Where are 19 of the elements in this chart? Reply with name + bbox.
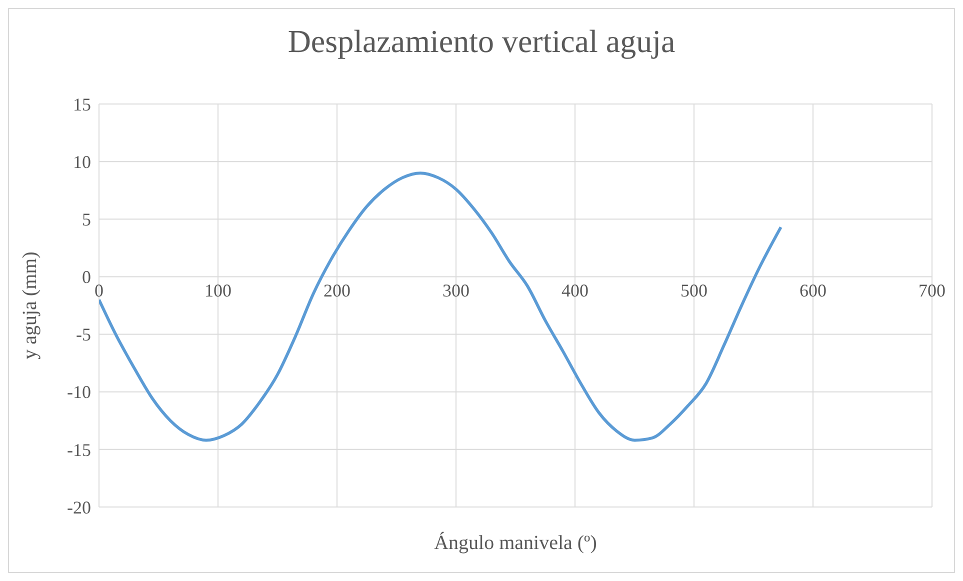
x-tick-label: 300: [442, 280, 470, 301]
y-tick-label: -20: [67, 497, 91, 518]
x-tick-label: 200: [324, 280, 350, 301]
x-axis-title: Ángulo manivela (º): [434, 531, 597, 554]
y-tick-label: 0: [82, 267, 91, 288]
x-tick-label: 100: [204, 280, 232, 301]
y-tick-label: -5: [76, 324, 91, 345]
y-axis-title: y aguja (mm): [19, 252, 42, 360]
y-tick-label: 15: [73, 94, 91, 114]
y-tick-label: 5: [82, 210, 91, 230]
x-tick-label: 400: [562, 280, 588, 301]
x-tick-label: 500: [680, 280, 708, 301]
x-tick-label: 700: [918, 280, 946, 301]
x-tick-label: 600: [800, 280, 826, 301]
x-tick-label: 0: [94, 280, 104, 301]
y-tick-label: 10: [73, 152, 91, 172]
chart-title: Desplazamiento vertical aguja: [286, 23, 676, 60]
y-tick-label: -15: [67, 440, 91, 460]
y-tick-label: -10: [67, 382, 91, 402]
